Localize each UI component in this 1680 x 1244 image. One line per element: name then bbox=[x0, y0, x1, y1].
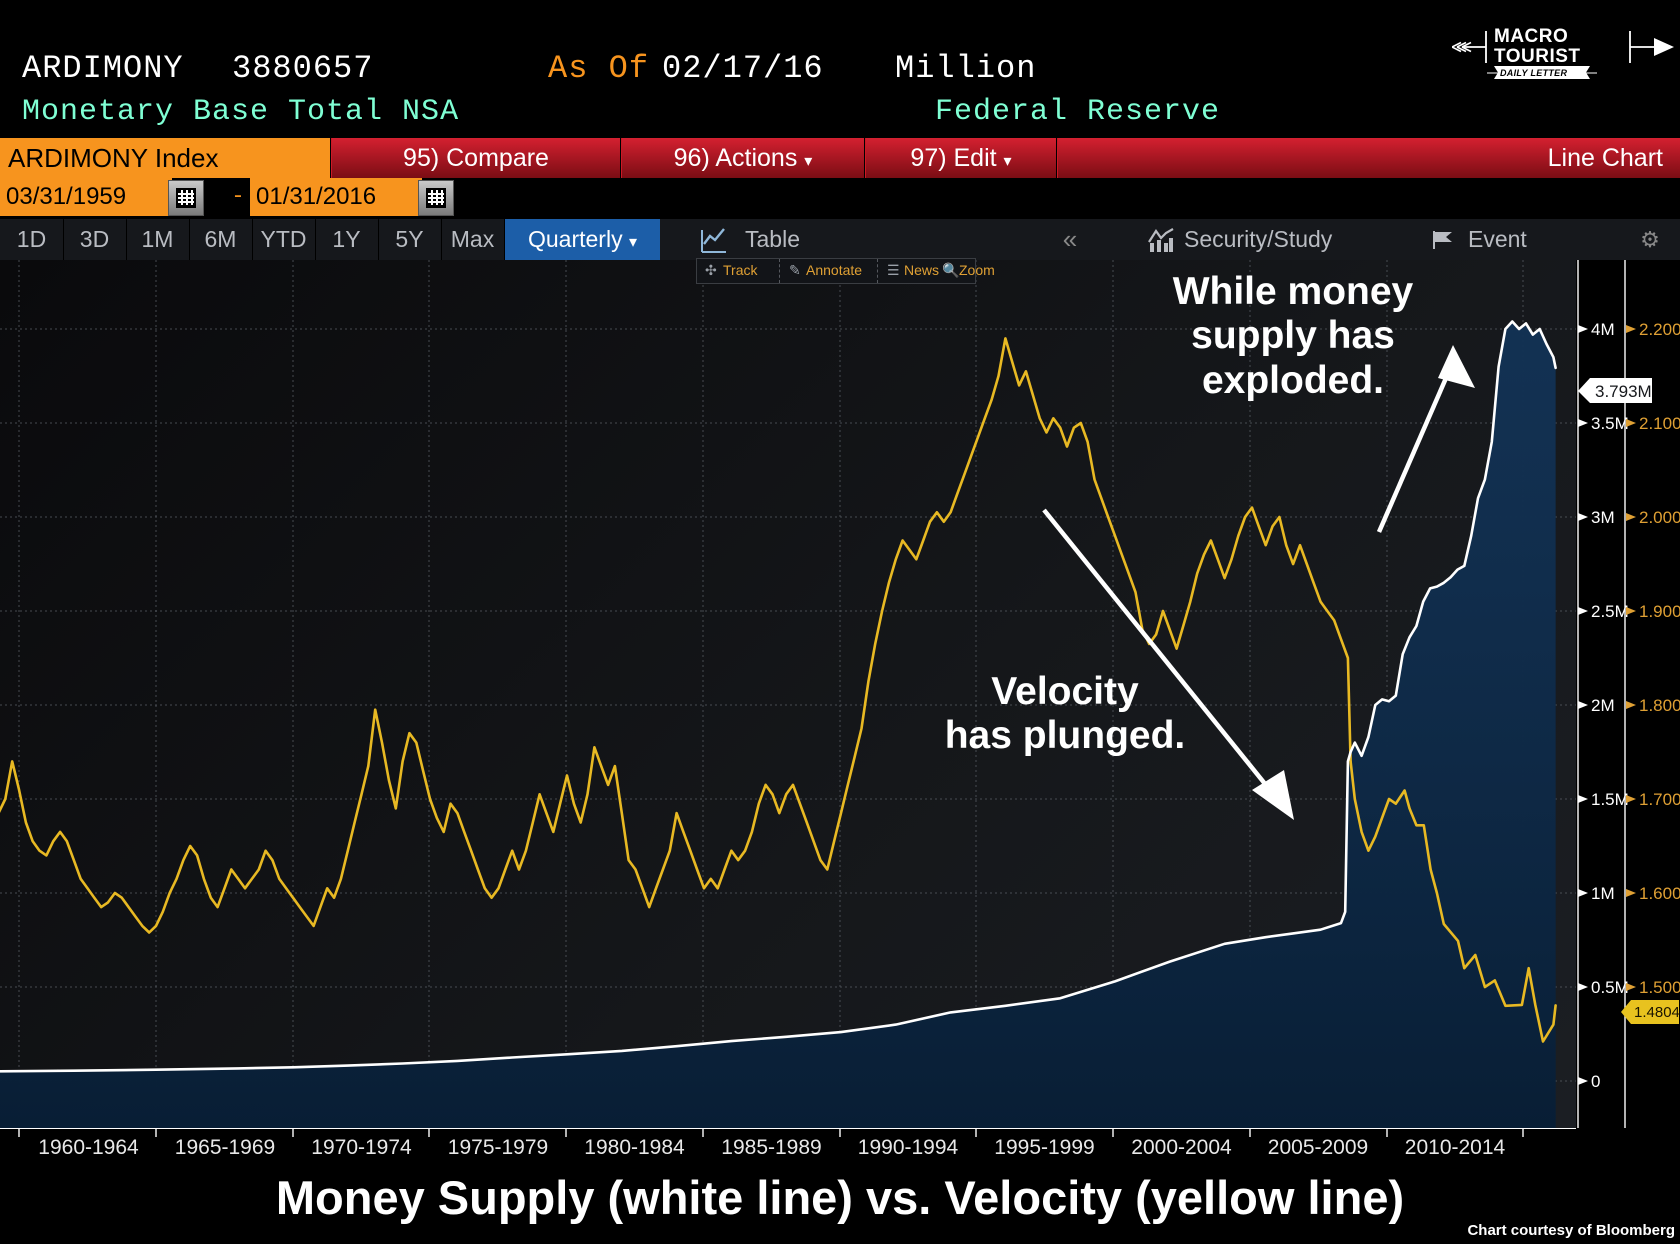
svg-text:3.5M: 3.5M bbox=[1591, 414, 1629, 433]
svg-text:3.793M: 3.793M bbox=[1595, 382, 1652, 401]
svg-text:1.6000: 1.6000 bbox=[1639, 884, 1680, 903]
svg-text:2.5M: 2.5M bbox=[1591, 602, 1629, 621]
svg-text:4M: 4M bbox=[1591, 320, 1615, 339]
svg-text:2M: 2M bbox=[1591, 696, 1615, 715]
svg-text:1.7000: 1.7000 bbox=[1639, 790, 1680, 809]
svg-text:0: 0 bbox=[1591, 1072, 1600, 1091]
svg-text:1.9000: 1.9000 bbox=[1639, 602, 1680, 621]
svg-text:TOURIST: TOURIST bbox=[1494, 46, 1581, 67]
svg-text:3M: 3M bbox=[1591, 508, 1615, 527]
svg-text:1.5M: 1.5M bbox=[1591, 790, 1629, 809]
svg-text:MACRO: MACRO bbox=[1494, 26, 1568, 47]
svg-text:2.2000: 2.2000 bbox=[1639, 320, 1680, 339]
svg-text:1M: 1M bbox=[1591, 884, 1615, 903]
svg-text:1.4804: 1.4804 bbox=[1634, 1004, 1680, 1021]
svg-text:DAILY LETTER: DAILY LETTER bbox=[1500, 68, 1567, 78]
svg-text:0.5M: 0.5M bbox=[1591, 978, 1629, 997]
svg-text:1.8000: 1.8000 bbox=[1639, 696, 1680, 715]
svg-text:1.5000: 1.5000 bbox=[1639, 978, 1680, 997]
svg-text:2.0000: 2.0000 bbox=[1639, 508, 1680, 527]
svg-text:2.1000: 2.1000 bbox=[1639, 414, 1680, 433]
